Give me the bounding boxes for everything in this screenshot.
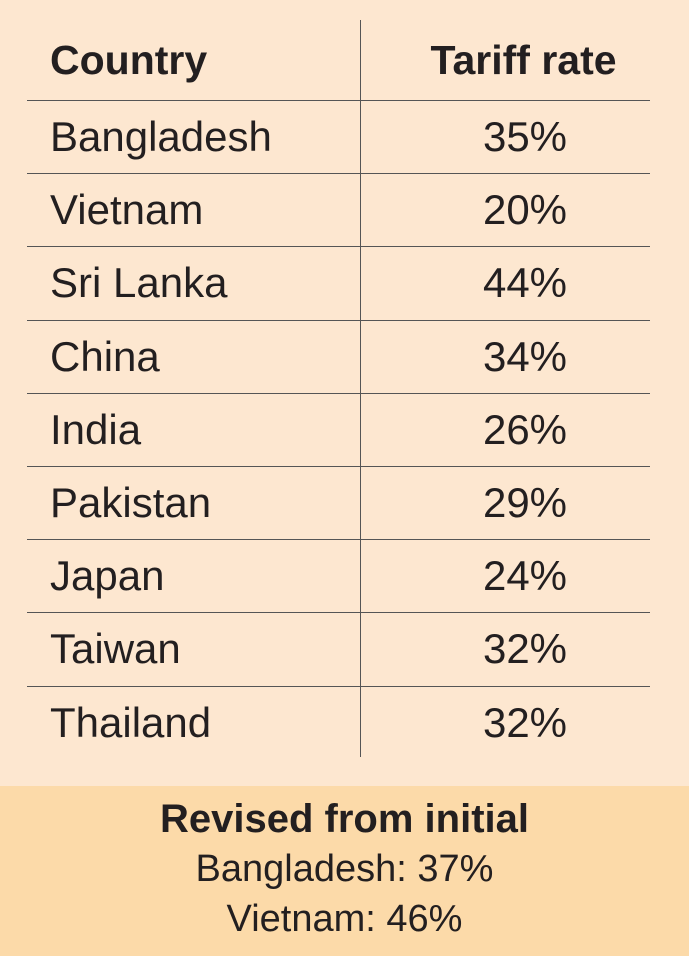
rate-cell: 29% <box>482 479 568 526</box>
footer-title: Revised from initial <box>160 797 529 841</box>
footer-line: Vietnam: 46% <box>226 898 463 940</box>
footer: Revised from initial Bangladesh: 37% Vie… <box>0 786 689 956</box>
rate-cell: 35% <box>482 113 568 160</box>
row-divider <box>27 539 650 541</box>
row-divider <box>27 466 650 467</box>
footer-line: Bangladesh: 37% <box>195 848 494 890</box>
row-divider <box>27 685 650 687</box>
column-header: Tariff rate <box>430 37 617 83</box>
row-divider <box>27 612 650 614</box>
rate-cell: 34% <box>482 332 568 380</box>
country-cell: Taiwan <box>50 625 181 673</box>
row-divider <box>27 392 650 394</box>
rate-cell: 26% <box>482 405 568 453</box>
country-cell: Pakistan <box>50 479 212 526</box>
column-header: Country <box>50 37 208 83</box>
column-divider <box>360 20 361 757</box>
country-cell: China <box>50 332 160 380</box>
row-divider <box>27 246 650 248</box>
row-divider <box>27 173 650 175</box>
country-cell: Vietnam <box>50 186 204 234</box>
rate-cell: 32% <box>482 698 568 746</box>
country-cell: Sri Lanka <box>50 259 228 307</box>
country-cell: India <box>50 405 142 453</box>
country-cell: Japan <box>50 552 165 600</box>
row-divider <box>27 100 650 101</box>
row-divider <box>27 319 650 321</box>
country-cell: Bangladesh <box>50 113 272 160</box>
rate-cell: 24% <box>482 552 568 600</box>
rate-cell: 32% <box>482 625 568 673</box>
rate-cell: 20% <box>482 186 568 234</box>
country-cell: Thailand <box>50 698 212 746</box>
rate-cell: 44% <box>482 259 568 307</box>
